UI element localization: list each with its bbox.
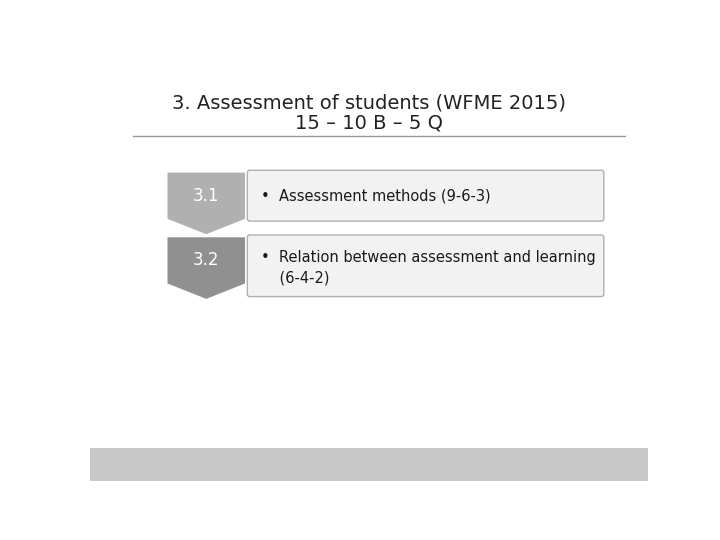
Polygon shape [168, 173, 245, 234]
Text: 3. Assessment of students (WFME 2015): 3. Assessment of students (WFME 2015) [172, 94, 566, 113]
Text: •  Assessment methods (9-6-3): • Assessment methods (9-6-3) [261, 188, 491, 203]
Text: (6-4-2): (6-4-2) [261, 270, 330, 285]
Text: 3.1: 3.1 [193, 187, 220, 205]
Bar [90, 448, 648, 481]
FancyBboxPatch shape [248, 235, 604, 296]
FancyBboxPatch shape [248, 170, 604, 221]
Text: 15 – 10 B – 5 Q: 15 – 10 B – 5 Q [295, 114, 443, 133]
Polygon shape [168, 237, 245, 299]
Text: 3.2: 3.2 [193, 252, 220, 269]
Text: •  Relation between assessment and learning: • Relation between assessment and learni… [261, 249, 596, 265]
